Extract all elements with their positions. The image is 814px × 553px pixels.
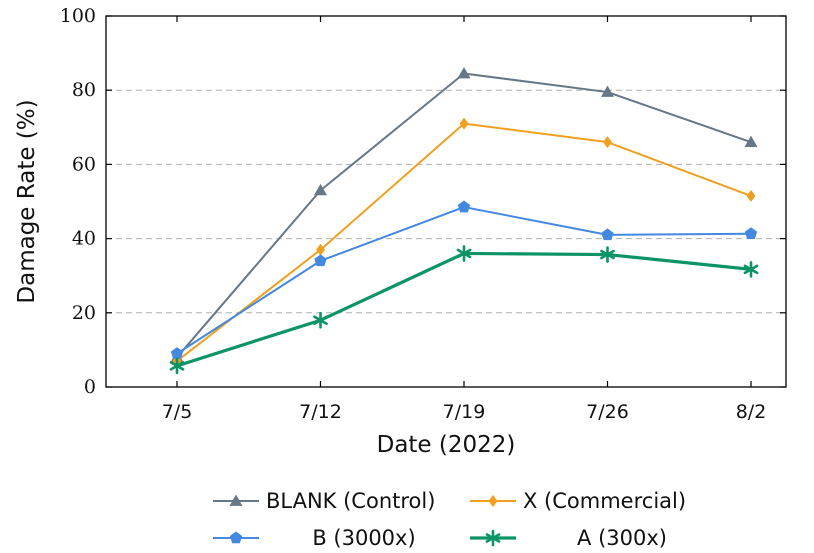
legend-marker <box>488 495 498 507</box>
data-point <box>601 228 614 241</box>
legend-marker <box>485 529 501 547</box>
y-tick-label: 20 <box>72 302 96 324</box>
y-tick-label: 60 <box>72 153 96 175</box>
y-tick-label: 40 <box>72 228 96 250</box>
legend-label: A (300x) <box>577 526 667 550</box>
star-stroke <box>456 248 472 259</box>
grid-lines <box>106 89 786 314</box>
y-tick-label: 0 <box>84 376 96 398</box>
data-point <box>170 347 184 359</box>
star-stroke <box>169 361 185 371</box>
data-point <box>457 67 471 79</box>
x-tick-label: 7/26 <box>586 401 629 423</box>
legend-label: B (3000x) <box>312 526 415 550</box>
data-point <box>457 200 471 213</box>
data-point <box>600 246 615 263</box>
legend-item: BLANK (Control) <box>213 489 435 513</box>
series-4 <box>169 245 759 375</box>
legend: BLANK (Control) X (Commercial) B (3000x) A … <box>213 489 686 550</box>
y-tick-label: 80 <box>72 79 96 101</box>
series-line <box>176 72 752 358</box>
y-tick-label: 100 <box>60 5 96 27</box>
series-line <box>176 122 752 362</box>
series-1 <box>170 67 758 363</box>
data-point <box>456 245 472 262</box>
x-tick-label: 8/2 <box>736 401 767 423</box>
series-line <box>176 206 752 355</box>
legend-label: BLANK (Control) <box>266 489 435 513</box>
data-point <box>744 227 758 240</box>
data-point <box>313 311 328 329</box>
series-layer <box>169 67 759 375</box>
data-point <box>169 357 185 375</box>
star-stroke <box>743 264 759 275</box>
data-point <box>316 243 325 256</box>
data-point <box>459 117 469 130</box>
data-point <box>746 189 756 202</box>
data-point <box>743 261 759 278</box>
data-point <box>603 136 612 149</box>
star-stroke <box>485 533 501 543</box>
legend-item: X (Commercial) <box>470 489 686 513</box>
series-line <box>176 251 752 368</box>
x-tick-label: 7/5 <box>162 401 193 423</box>
star-stroke <box>313 315 328 326</box>
legend-marker <box>229 531 243 544</box>
data-point <box>314 254 327 267</box>
x-tick-label: 7/19 <box>443 401 486 423</box>
star-stroke <box>600 249 615 260</box>
data-point <box>601 85 614 97</box>
y-axis-title: Damage Rate (%) <box>14 99 40 303</box>
axis-layer: 0 20 40 60 80 100 7/5 7/12 7/19 7/26 8/2 <box>60 5 786 423</box>
legend-label: X (Commercial) <box>523 489 686 513</box>
series-3 <box>170 200 758 359</box>
x-tick-label: 7/12 <box>299 401 342 423</box>
legend-item: A (300x) <box>470 526 667 550</box>
x-axis-title: Date (2022) <box>377 432 516 458</box>
series-2 <box>172 117 756 368</box>
data-point <box>744 135 758 148</box>
legend-item: B (3000x) <box>213 526 416 550</box>
legend-marker <box>229 494 243 506</box>
plot-frame <box>105 15 787 388</box>
data-point <box>314 183 327 196</box>
